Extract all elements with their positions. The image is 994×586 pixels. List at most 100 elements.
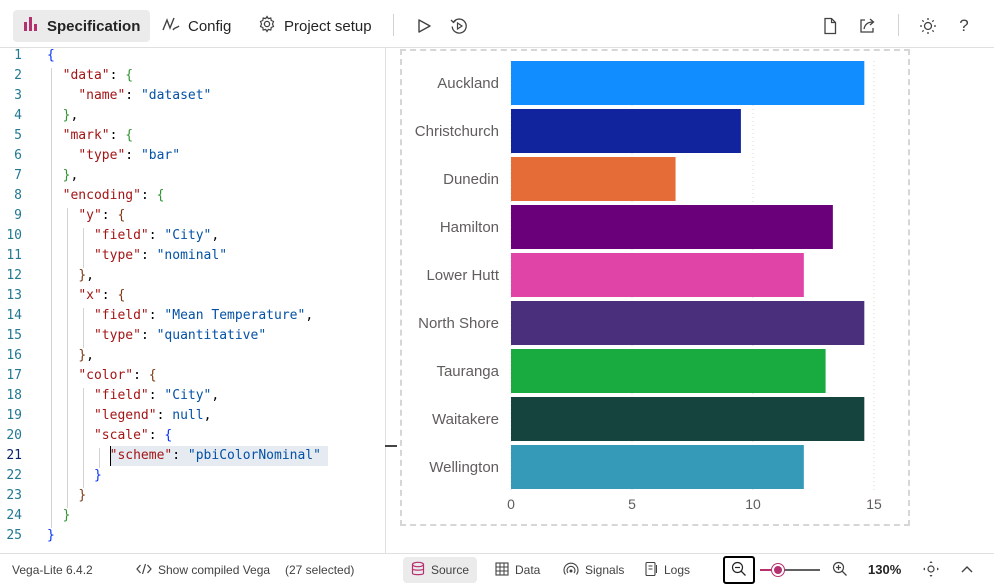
tab-label: Specification: [47, 17, 141, 35]
code-line: 6 "type": "bar": [14, 148, 181, 163]
category-label: Hamilton: [440, 219, 499, 236]
help-icon[interactable]: ?: [959, 16, 969, 35]
code-line: 12 },: [6, 268, 94, 283]
chart-preview: Auckland Christchurch Dunedin Hamilton Lower…: [400, 49, 910, 526]
code-line-current: 21 "scheme": "pbiColorNominal": [6, 448, 321, 463]
code-line: 17 "color": {: [6, 368, 157, 383]
zoom-slider[interactable]: [760, 562, 820, 578]
code-line: 19 "legend": null,: [6, 408, 212, 423]
tab-signals[interactable]: Signals: [555, 557, 632, 583]
tick-label: 5: [628, 496, 636, 512]
indent-guide: [83, 308, 84, 348]
bar-chart: Auckland Christchurch Dunedin Hamilton Lower…: [415, 61, 882, 512]
tick-label: 0: [507, 496, 515, 512]
bar: [511, 301, 865, 345]
bar: [511, 205, 833, 249]
indent-guide: [83, 388, 84, 488]
zoom-level: 130%: [868, 562, 902, 577]
toolbar-divider: [898, 14, 899, 36]
tab-data[interactable]: Data: [487, 557, 548, 583]
fit-view-button[interactable]: [922, 554, 940, 586]
code-line: 8 "encoding": {: [14, 188, 165, 203]
indent-guide: [51, 68, 52, 528]
fit-view-icon: [922, 560, 940, 581]
slider-thumb[interactable]: [772, 564, 784, 576]
bar: [511, 445, 804, 489]
bar: [511, 61, 865, 105]
code-line: 4 },: [14, 108, 79, 123]
category-label: Tauranga: [436, 363, 499, 380]
code-line: 13 "x": {: [6, 288, 126, 303]
bar: [511, 157, 676, 201]
code-line: 24 }: [6, 508, 71, 523]
zoom-out-button[interactable]: [723, 556, 755, 584]
category-label: Auckland: [437, 75, 499, 92]
tab-config[interactable]: Config: [152, 10, 241, 42]
toolbar-divider: [393, 14, 394, 36]
version-label: Vega-Lite 6.4.2: [12, 563, 93, 577]
theme-sun-icon[interactable]: [916, 14, 940, 38]
gear-icon: [258, 15, 276, 37]
tab-logs[interactable]: Logs: [636, 557, 698, 583]
code-line: 14 "field": "Mean Temperature",: [6, 308, 314, 323]
play-icon[interactable]: [412, 14, 436, 38]
code-line: 10 "field": "City",: [6, 228, 220, 243]
top-toolbar: Specification Config Project setup ?: [0, 0, 994, 48]
code-line: 23 }: [6, 488, 87, 503]
signal-icon: [563, 562, 579, 579]
code-line: 18 "field": "City",: [6, 388, 220, 403]
code-line: 20 "scale": {: [6, 428, 173, 443]
code-line: 7 },: [14, 168, 79, 183]
bar: [511, 397, 865, 441]
indent-guide: [99, 448, 100, 468]
tab-source[interactable]: Source: [403, 557, 478, 583]
code-line: 15 "type": "quantitative": [6, 328, 267, 343]
code-line: 5 "mark": {: [14, 128, 134, 143]
indent-guide: [83, 228, 84, 268]
bar: [511, 253, 804, 297]
zoom-out-icon: [731, 561, 747, 580]
chevron-up-icon: [960, 563, 974, 577]
panel-resize-handle[interactable]: [385, 445, 397, 447]
tab-label: Project setup: [284, 17, 372, 35]
zoom-in-button[interactable]: [832, 554, 848, 586]
bar: [511, 349, 826, 393]
code-brackets-icon: [136, 562, 152, 579]
code-line: 22 }: [6, 468, 102, 483]
code-line: 16 },: [6, 348, 94, 363]
code-line: 2 "data": {: [14, 68, 134, 83]
status-bar: Vega-Lite 6.4.2 Show compiled Vega (27 s…: [0, 553, 994, 586]
document-icon[interactable]: [818, 14, 842, 38]
tab-project-setup[interactable]: Project setup: [248, 10, 382, 42]
zoom-in-icon: [832, 561, 848, 580]
indent-guide: [67, 208, 68, 508]
logs-icon: [644, 561, 658, 580]
table-icon: [495, 561, 509, 579]
code-line: 3 "name": "dataset": [14, 88, 212, 103]
auto-run-icon[interactable]: [447, 14, 471, 38]
share-icon[interactable]: [855, 14, 879, 38]
bar-chart-icon: [23, 16, 39, 36]
category-label: Lower Hutt: [426, 267, 499, 284]
pen-curve-icon: [162, 16, 180, 36]
category-label: North Shore: [418, 315, 499, 332]
tick-label: 10: [745, 496, 761, 512]
database-icon: [411, 561, 425, 580]
code-editor[interactable]: 1{ 2 "data": { 3 "name": "dataset" 4 }, …: [0, 48, 386, 553]
category-label: Wellington: [429, 459, 499, 476]
code-line: 9 "y": {: [14, 208, 126, 223]
slider-fill: [760, 569, 778, 571]
tick-label: 15: [866, 496, 882, 512]
selection-highlight: [110, 446, 328, 466]
text-cursor: [110, 446, 111, 466]
tab-specification[interactable]: Specification: [13, 10, 151, 42]
code-line: 25}: [6, 528, 55, 543]
category-label: Dunedin: [443, 171, 499, 188]
bar: [511, 109, 741, 153]
collapse-panel-button[interactable]: [960, 554, 974, 586]
category-label: Christchurch: [415, 123, 499, 140]
category-label: Waitakere: [432, 411, 499, 428]
code-line: 11 "type": "nominal": [6, 248, 228, 263]
show-compiled-vega-button[interactable]: Show compiled Vega: [136, 554, 270, 586]
tab-label: Config: [188, 17, 232, 35]
